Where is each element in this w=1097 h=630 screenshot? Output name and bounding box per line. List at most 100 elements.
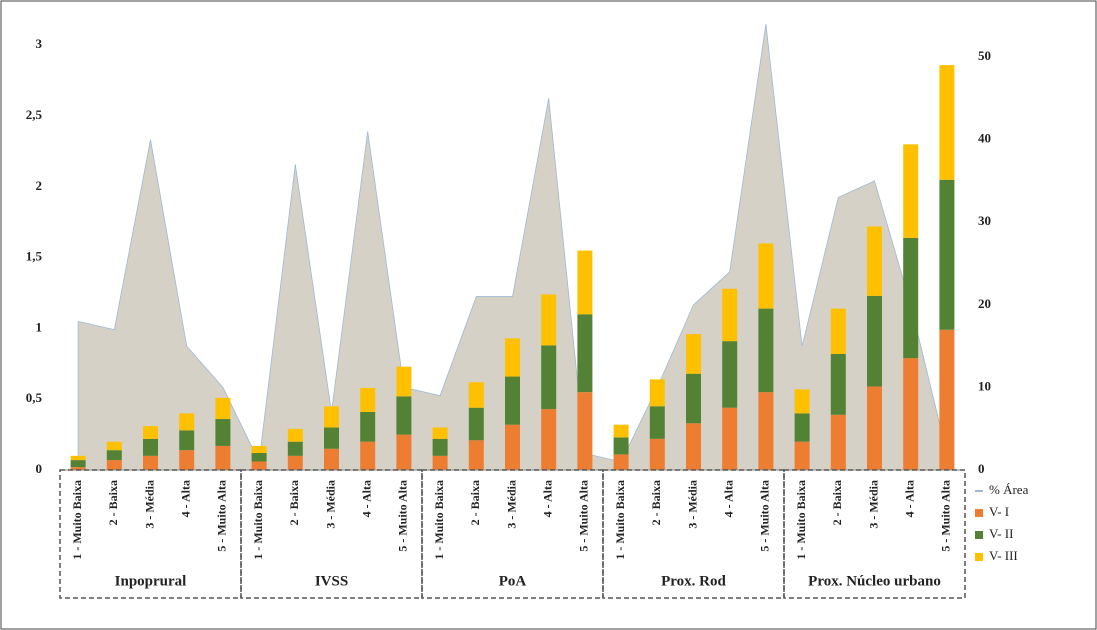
bar-segment [939, 329, 955, 470]
bar-segment [179, 430, 195, 451]
x-tick-label: 1 - Muito Baixa [613, 480, 627, 560]
x-tick-label: 3 - Média [142, 480, 156, 529]
legend-label: V- III [989, 548, 1018, 563]
x-tick-label: 4 - Alta [902, 480, 916, 517]
x-tick-label: 1 - Muito Baixa [432, 480, 446, 560]
bar-segment [939, 65, 955, 180]
bar-segment [287, 441, 303, 456]
bar-segment [939, 179, 955, 330]
bar-segment [758, 243, 774, 309]
bar-segment [324, 406, 339, 428]
y-tick-label: 2 [36, 178, 43, 193]
bar-segment [794, 413, 810, 442]
bar-segment [903, 144, 919, 238]
bar-segment [251, 445, 267, 454]
bar-segment [396, 396, 412, 435]
x-tick-label: 5 - Muito Alta [577, 480, 591, 552]
y2-tick-label: 40 [978, 131, 991, 146]
bar-segment [649, 379, 665, 407]
group-label: Prox. Núcleo urbano [808, 573, 941, 589]
bar-segment [70, 467, 86, 470]
bar-segment [505, 424, 520, 470]
y-tick-label: 2,5 [26, 107, 43, 122]
bar-segment [686, 373, 701, 424]
bar-segment [215, 419, 231, 446]
y2-tick-label: 10 [978, 378, 991, 393]
bar-segment [179, 450, 195, 470]
bar-segment [649, 406, 665, 439]
x-tick-label: 4 - Alta [540, 480, 554, 517]
bar-segment [541, 409, 557, 470]
x-tick-label: 2 - Baixa [468, 480, 482, 525]
x-tick-label: 2 - Baixa [106, 480, 120, 525]
x-tick-label: 1 - Muito Baixa [794, 480, 808, 560]
bar-segment [215, 445, 231, 470]
bar-segment [903, 237, 919, 359]
bar-segment [722, 288, 738, 342]
y-tick-label: 0,5 [26, 390, 43, 405]
x-tick-label: 5 - Muito Alta [215, 480, 229, 552]
bar-segment [70, 460, 86, 468]
bar-segment [613, 454, 629, 470]
bar-segment [867, 386, 882, 470]
bar-segment [287, 455, 303, 470]
bar-segment [830, 414, 846, 470]
bar-segment [722, 407, 738, 470]
bar-segment [360, 441, 376, 470]
bar-segment [468, 440, 484, 470]
group-box [783, 469, 966, 599]
bar-segment [505, 338, 520, 377]
y2-tick-label: 30 [978, 213, 991, 228]
group-label: IVSS [315, 573, 348, 589]
bar-segment [577, 250, 593, 315]
legend-swatch [975, 553, 983, 561]
x-tick-label: 1 - Muito Baixa [251, 480, 265, 560]
x-tick-label: 5 - Muito Alta [758, 480, 772, 552]
legend-swatch [975, 509, 983, 517]
bar-segment [106, 450, 122, 461]
bar-segment [686, 334, 701, 374]
bar-segment [686, 423, 701, 470]
bar-segment [432, 427, 448, 439]
bar-segment [251, 461, 267, 470]
x-tick-label: 3 - Média [323, 480, 337, 529]
bar-segment [468, 407, 484, 441]
bar-segment [830, 308, 846, 354]
bar-segment [649, 438, 665, 470]
bar-segment [794, 441, 810, 470]
bar-segment [867, 226, 882, 296]
x-tick-label: 3 - Média [504, 480, 518, 529]
group-label: PoA [499, 573, 527, 589]
bar-segment [179, 413, 195, 431]
bar-segment [541, 294, 557, 346]
x-tick-label: 5 - Muito Alta [396, 480, 410, 552]
bar-segment [541, 345, 557, 410]
bar-segment [143, 438, 158, 456]
bar-segment [758, 308, 774, 393]
bar-segment [903, 358, 919, 470]
x-tick-label: 2 - Baixa [830, 480, 844, 525]
bar-segment [432, 438, 448, 456]
legend-label: % Área [989, 482, 1029, 497]
bar-segment [613, 424, 629, 438]
y-tick-label: 1 [36, 319, 43, 334]
x-tick-label: 4 - Alta [721, 480, 735, 517]
bar-segment [396, 434, 412, 470]
bar-segment [577, 392, 593, 470]
x-tick-label: 2 - Baixa [649, 480, 663, 525]
y2-tick-label: 50 [978, 48, 991, 63]
bar-segment [432, 455, 448, 470]
bar-segment [324, 427, 339, 449]
bar-segment [143, 455, 158, 470]
bar-segment [287, 428, 303, 442]
bar-segment [106, 460, 122, 470]
bar-segment [360, 411, 376, 442]
bar-segment [251, 453, 267, 462]
bar-segment [867, 295, 882, 387]
y2-tick-label: 0 [978, 461, 985, 476]
y-tick-label: 3 [36, 36, 43, 51]
bar-segment [143, 426, 158, 439]
bar-segment [360, 387, 376, 412]
bar-segment [830, 353, 846, 415]
